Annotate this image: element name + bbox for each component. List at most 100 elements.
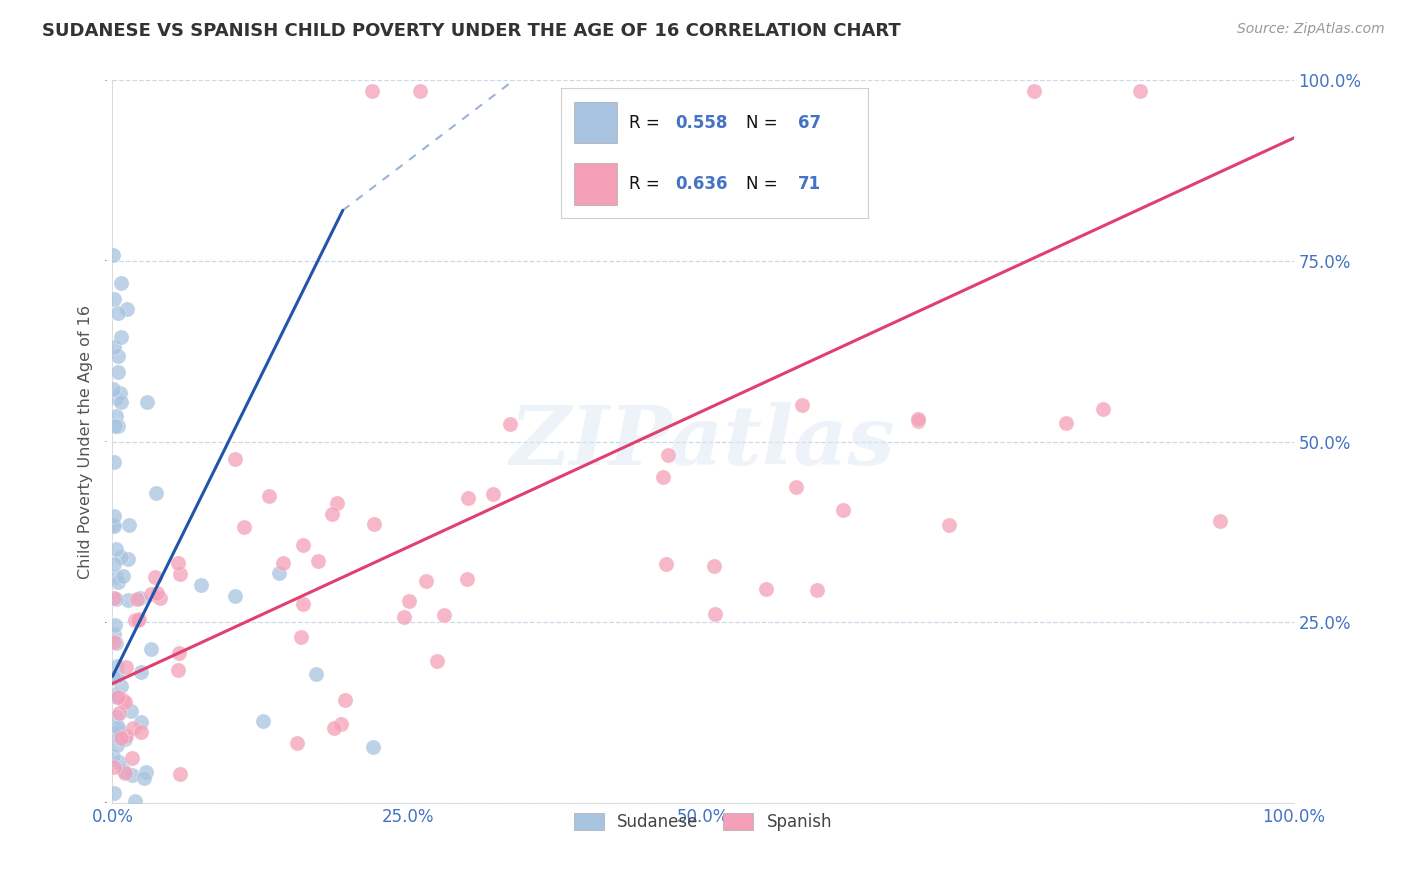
Point [145, 486, 167, 500]
Point [307, 553, 329, 567]
Point [124, 614, 146, 628]
Point [398, 593, 420, 607]
Point [433, 608, 456, 623]
Point [103, 618, 125, 632]
Point [112, 764, 135, 779]
Point [457, 491, 479, 506]
Point [291, 598, 314, 612]
Point [655, 557, 678, 571]
Point [167, 556, 190, 570]
Point [107, 706, 129, 720]
Point [938, 518, 960, 533]
Point [103, 558, 125, 572]
Point [104, 690, 127, 705]
Point [103, 292, 125, 306]
Point [134, 771, 156, 785]
Point [131, 725, 153, 739]
Point [806, 582, 828, 597]
Point [104, 409, 127, 423]
Point [167, 663, 190, 677]
Point [103, 760, 125, 774]
Point [224, 452, 246, 467]
Point [907, 411, 929, 425]
Text: ZIPatlas: ZIPatlas [510, 401, 896, 482]
Point [115, 729, 138, 743]
Point [127, 613, 149, 627]
Point [305, 666, 328, 681]
Point [101, 748, 124, 763]
Point [114, 732, 136, 747]
Point [129, 715, 152, 730]
Point [124, 794, 146, 808]
Point [169, 567, 191, 582]
Point [104, 542, 127, 557]
Point [499, 417, 522, 432]
Point [408, 84, 430, 98]
Text: Source: ZipAtlas.com: Source: ZipAtlas.com [1237, 22, 1385, 37]
Point [107, 720, 129, 734]
Point [114, 660, 136, 674]
Point [143, 570, 166, 584]
Point [108, 755, 131, 769]
Point [107, 306, 129, 320]
Point [169, 647, 191, 661]
Point [105, 738, 128, 752]
Point [115, 301, 138, 316]
Point [363, 739, 385, 754]
Point [907, 414, 929, 428]
Point [1054, 416, 1077, 430]
Point [394, 610, 416, 624]
Point [110, 330, 132, 344]
Point [1092, 402, 1115, 417]
Point [415, 574, 437, 588]
Point [285, 736, 308, 750]
Point [103, 341, 125, 355]
Point [107, 365, 129, 379]
Point [114, 695, 136, 709]
Point [103, 508, 125, 523]
Point [426, 654, 449, 668]
Point [1129, 84, 1152, 98]
Point [233, 520, 256, 534]
Point [456, 572, 478, 586]
Point [105, 391, 128, 405]
Point [121, 722, 143, 736]
Point [259, 489, 281, 503]
Point [117, 552, 139, 566]
Point [290, 630, 312, 644]
Point [101, 670, 124, 684]
Point [190, 578, 212, 592]
Point [481, 486, 503, 500]
Point [128, 612, 150, 626]
Point [135, 765, 157, 780]
Point [103, 635, 125, 649]
Point [110, 276, 132, 290]
Point [103, 688, 125, 702]
Point [169, 767, 191, 781]
Point [224, 589, 246, 603]
Point [145, 586, 167, 600]
Point [101, 382, 124, 396]
Point [703, 558, 725, 573]
Point [267, 566, 290, 580]
Point [832, 503, 855, 517]
Point [326, 496, 349, 510]
Point [103, 591, 125, 605]
Point [117, 592, 139, 607]
Point [108, 386, 131, 401]
Point [121, 704, 143, 718]
Y-axis label: Child Poverty Under the Age of 16: Child Poverty Under the Age of 16 [79, 304, 93, 579]
Point [107, 419, 129, 434]
Point [129, 591, 152, 606]
Point [135, 395, 157, 409]
Point [103, 455, 125, 469]
Point [101, 247, 124, 261]
Point [114, 766, 136, 780]
Point [292, 538, 315, 552]
Point [1022, 84, 1045, 98]
Point [651, 470, 673, 484]
Point [329, 717, 352, 731]
Point [108, 723, 131, 738]
Point [104, 671, 127, 685]
Point [121, 751, 143, 765]
